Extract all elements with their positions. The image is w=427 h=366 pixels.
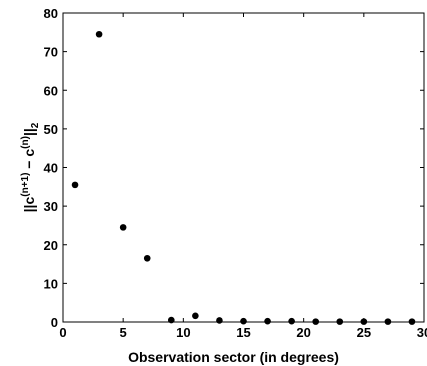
x-tick-label: 10 (176, 325, 190, 340)
y-label-part: || (21, 128, 37, 136)
y-tick-label: 70 (44, 45, 58, 60)
y-label-superscript: (n) (20, 136, 31, 149)
data-point (168, 316, 175, 324)
y-tick-label: 30 (44, 199, 58, 214)
y-tick-label: 80 (44, 6, 58, 21)
data-point (360, 318, 368, 325)
data-point (336, 318, 344, 325)
y-label-superscript: (n+1) (20, 173, 31, 197)
data-point (192, 312, 199, 320)
y-tick-label: 10 (44, 276, 58, 291)
y-tick-label: 20 (44, 238, 58, 253)
data-point (408, 318, 416, 325)
y-tick-label: 60 (44, 83, 58, 98)
y-label-subscript: 2 (30, 122, 41, 128)
y-label-part: − c (21, 149, 37, 173)
data-point (312, 318, 320, 325)
data-point (384, 318, 392, 325)
y-label-part: ||c (21, 197, 37, 213)
x-axis-label: Observation sector (in degrees) (128, 349, 339, 365)
data-point (95, 30, 103, 38)
data-point (240, 317, 247, 325)
y-axis: 0 10 20 30 40 50 60 70 80 (44, 6, 424, 330)
x-tick-label: 20 (296, 325, 310, 340)
x-tick-label: 30 (417, 325, 427, 340)
data-point (71, 181, 79, 189)
x-tick-label: 0 (59, 325, 66, 340)
x-tick-label: 25 (357, 325, 371, 340)
plot-area (62, 12, 425, 323)
data-point (143, 254, 151, 262)
data-point (264, 317, 271, 325)
x-tick-label: 15 (236, 325, 250, 340)
data-point (288, 317, 295, 325)
y-axis-label: ||c(n+1) − c(n)||2 (20, 122, 41, 212)
data-series (71, 30, 416, 325)
x-tick-label: 5 (120, 325, 127, 340)
y-tick-label: 0 (51, 315, 58, 330)
x-axis: 0 5 10 15 20 25 30 (59, 13, 427, 340)
y-tick-label: 40 (44, 161, 58, 176)
data-point (216, 317, 223, 324)
y-tick-label: 50 (44, 122, 58, 137)
data-point (119, 224, 127, 231)
